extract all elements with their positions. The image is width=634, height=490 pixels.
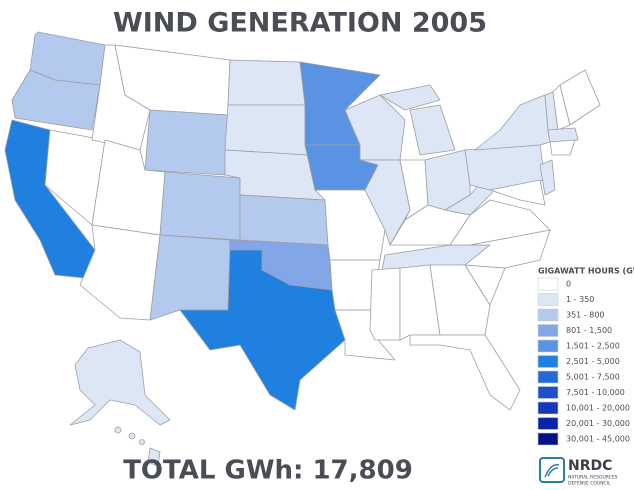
state	[409, 104, 456, 156]
state	[474, 94, 551, 151]
state	[224, 104, 309, 156]
state	[429, 264, 491, 336]
legend-label: 10,001 - 20,000	[566, 404, 630, 413]
legend-label: 801 - 1,500	[566, 326, 612, 335]
state	[549, 139, 576, 156]
state	[179, 249, 346, 411]
legend-label: 7,501 - 10,000	[566, 388, 625, 397]
legend: GIGAWATT HOURS (GWh) 0 1 - 350 351 - 800 80…	[537, 267, 634, 446]
legend-swatch	[537, 401, 559, 415]
legend-label: 2,501 - 5,000	[566, 357, 620, 366]
state	[144, 109, 229, 176]
state	[69, 339, 171, 426]
title: WIND GENERATION 2005	[113, 8, 487, 39]
logo-icon-mark	[544, 464, 560, 478]
legend-swatch	[537, 370, 559, 384]
logo-name: NRDC	[568, 458, 612, 474]
legend-swatch	[537, 432, 559, 446]
legend-label: 0	[566, 280, 571, 289]
us-map	[4, 31, 601, 467]
legend-swatch	[537, 417, 559, 430]
legend-swatch	[537, 308, 559, 322]
state	[79, 224, 161, 321]
legend-swatch	[537, 339, 559, 353]
state	[159, 171, 241, 241]
legend-swatch	[537, 324, 559, 337]
state	[227, 59, 306, 106]
total: TOTAL GWh: 17,809	[123, 456, 413, 486]
state	[369, 267, 401, 341]
state	[559, 69, 601, 126]
legend-label: 30,001 - 45,000	[566, 435, 630, 444]
state	[149, 234, 231, 321]
legend-label: 5,001 - 7,500	[566, 373, 620, 382]
state	[489, 179, 546, 206]
logo-subtitle: NATURAL RESOURCES	[568, 475, 618, 481]
logo-subtitle: DEFENSE COUNCIL	[568, 481, 611, 487]
state	[11, 69, 101, 131]
legend-label: 351 - 800	[566, 311, 605, 320]
legend-swatch	[537, 355, 559, 368]
state	[547, 127, 579, 143]
legend-label: 1,501 - 2,500	[566, 342, 620, 351]
state	[379, 84, 441, 111]
logo: NRDC NATURAL RESOURCES DEFENSE COUNCIL	[539, 457, 618, 487]
legend-label: 20,001 - 30,000	[566, 419, 630, 428]
legend-title: GIGAWATT HOURS (GWh)	[538, 267, 634, 276]
legend-label: 1 - 350	[566, 295, 594, 304]
legend-swatch	[537, 293, 559, 306]
state	[409, 334, 521, 411]
state	[539, 159, 556, 196]
state	[114, 426, 161, 467]
legend-swatch	[537, 386, 559, 399]
state	[239, 194, 329, 246]
legend-swatch	[537, 277, 559, 291]
